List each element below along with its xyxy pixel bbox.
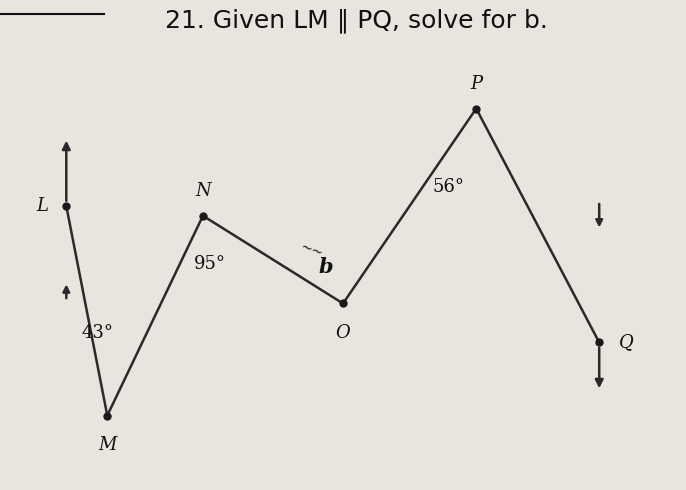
- Text: b: b: [318, 257, 333, 277]
- Text: N: N: [195, 182, 211, 200]
- Text: ∼∼: ∼∼: [299, 239, 326, 260]
- Text: O: O: [335, 324, 351, 342]
- Text: Q: Q: [619, 333, 634, 351]
- Text: P: P: [470, 75, 482, 93]
- Text: 56°: 56°: [433, 177, 465, 196]
- Text: L: L: [36, 197, 49, 215]
- Text: 95°: 95°: [193, 255, 226, 273]
- Text: M: M: [98, 436, 117, 454]
- Text: 43°: 43°: [81, 324, 113, 342]
- Text: 21. Given LM ∥ PQ, solve for b.: 21. Given LM ∥ PQ, solve for b.: [165, 9, 548, 33]
